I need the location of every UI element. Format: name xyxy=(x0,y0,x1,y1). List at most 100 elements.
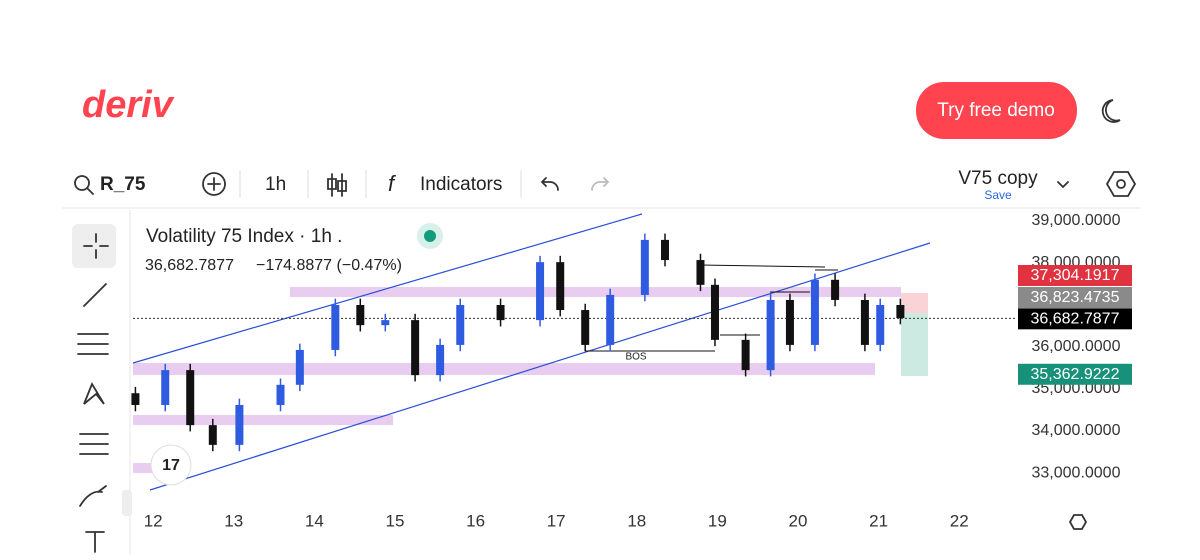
candle-body xyxy=(208,425,217,445)
text-tool[interactable] xyxy=(85,531,105,553)
channel-line xyxy=(149,242,931,491)
quote: 36,682.7877 xyxy=(145,257,234,274)
candle-body xyxy=(496,304,505,321)
bos-label: BOS xyxy=(625,352,646,363)
price-badge-label: 36,823.4735 xyxy=(1031,289,1120,306)
candle-body xyxy=(766,299,775,371)
save[interactable]: Save xyxy=(984,188,1012,202)
theme-toggle[interactable] xyxy=(1101,99,1121,123)
candle-body xyxy=(860,299,869,345)
candle-body xyxy=(785,299,794,345)
candle-body xyxy=(161,370,170,405)
candle-body xyxy=(896,304,905,319)
candle-body xyxy=(810,279,819,345)
axis-settings[interactable] xyxy=(1068,514,1088,530)
demo-button[interactable] xyxy=(916,82,1077,139)
x-tick-label: 16 xyxy=(466,511,485,530)
crosshair-icon xyxy=(83,233,109,259)
candle-body xyxy=(381,320,390,326)
layout-name[interactable]: V75 copy xyxy=(958,168,1038,189)
price-badge xyxy=(1018,265,1132,286)
zone xyxy=(133,415,393,425)
crosshair-tool[interactable] xyxy=(72,224,116,268)
interval[interactable]: 1h xyxy=(265,174,286,195)
market-status-dot xyxy=(424,230,436,242)
logo[interactable]: deriv xyxy=(82,84,175,126)
chart-title: Volatility 75 Index · 1h . xyxy=(146,226,342,247)
y-tick-label: 34,000.0000 xyxy=(1032,422,1121,439)
fx-icon[interactable]: f xyxy=(388,171,397,196)
add-button[interactable] xyxy=(202,172,226,196)
x-tick-label: 18 xyxy=(627,511,646,530)
price-badge-label: 35,362.9222 xyxy=(1031,366,1120,383)
candle-body xyxy=(276,384,285,405)
candle-body xyxy=(696,260,705,285)
candle-body xyxy=(831,279,840,300)
symbol[interactable]: R_75 xyxy=(100,174,146,195)
candle-body xyxy=(710,284,719,340)
x-tick-label: 17 xyxy=(547,511,566,530)
tv-logo-text: 17 xyxy=(162,457,180,474)
search-icon xyxy=(86,187,94,195)
layout-dropdown[interactable] xyxy=(1057,181,1069,189)
candle-body xyxy=(581,310,590,345)
search-icon[interactable] xyxy=(74,175,90,191)
x-tick-label: 21 xyxy=(869,511,888,530)
x-tick-label: 13 xyxy=(224,511,243,530)
channel-line xyxy=(132,213,643,364)
pattern-tool[interactable] xyxy=(83,381,105,405)
x-tick-label: 15 xyxy=(386,511,405,530)
stop-zone xyxy=(901,293,928,313)
settings[interactable] xyxy=(1105,171,1137,197)
candle-body xyxy=(536,262,545,321)
price-badge xyxy=(1018,363,1132,385)
x-tick-label: 19 xyxy=(708,511,727,530)
add-icon xyxy=(207,177,221,191)
candle-body xyxy=(876,304,885,345)
level-line xyxy=(699,264,826,268)
zone xyxy=(133,363,875,375)
y-tick-label: 36,000.0000 xyxy=(1032,338,1121,355)
demo-button-label[interactable]: Try free demo xyxy=(937,100,1055,121)
candle-body xyxy=(640,239,649,295)
y-tick-label: 39,000.0000 xyxy=(1032,212,1121,229)
candle-body xyxy=(331,304,340,350)
settings-dot xyxy=(1116,179,1126,189)
target-zone xyxy=(901,313,928,376)
candle-body xyxy=(186,370,195,426)
redo[interactable] xyxy=(591,177,610,191)
candle-body xyxy=(741,339,750,371)
candle-body xyxy=(356,304,365,326)
x-tick-label: 12 xyxy=(144,511,163,530)
candle-body xyxy=(131,393,140,405)
candle-body xyxy=(606,294,615,345)
candle-body xyxy=(661,239,670,261)
zone xyxy=(133,463,161,473)
candle-body xyxy=(411,320,420,376)
zone xyxy=(290,287,901,297)
x-tick-label: 14 xyxy=(305,511,324,530)
candle-body xyxy=(556,262,565,311)
brush-tool[interactable] xyxy=(79,485,107,507)
sidebar-collapse[interactable] xyxy=(122,490,132,516)
price-badge xyxy=(1018,308,1132,330)
indicators[interactable]: Indicators xyxy=(420,174,502,195)
candle-body xyxy=(456,304,465,345)
candle-body xyxy=(295,349,304,385)
price-badge-label: 36,682.7877 xyxy=(1031,311,1120,328)
candle-body xyxy=(436,344,445,376)
prediction-tool[interactable] xyxy=(79,433,109,455)
drawings xyxy=(132,213,931,491)
chart-type[interactable] xyxy=(327,173,347,197)
price-badge xyxy=(1018,287,1132,308)
undo[interactable] xyxy=(540,177,559,191)
x-tick-label: 20 xyxy=(789,511,808,530)
x-tick-label: 22 xyxy=(950,511,969,530)
tv-logo[interactable] xyxy=(150,444,192,486)
trendline-tool[interactable] xyxy=(83,283,107,307)
fib-tool[interactable] xyxy=(77,333,109,355)
price-badge-label: 37,304.1917 xyxy=(1031,267,1120,284)
